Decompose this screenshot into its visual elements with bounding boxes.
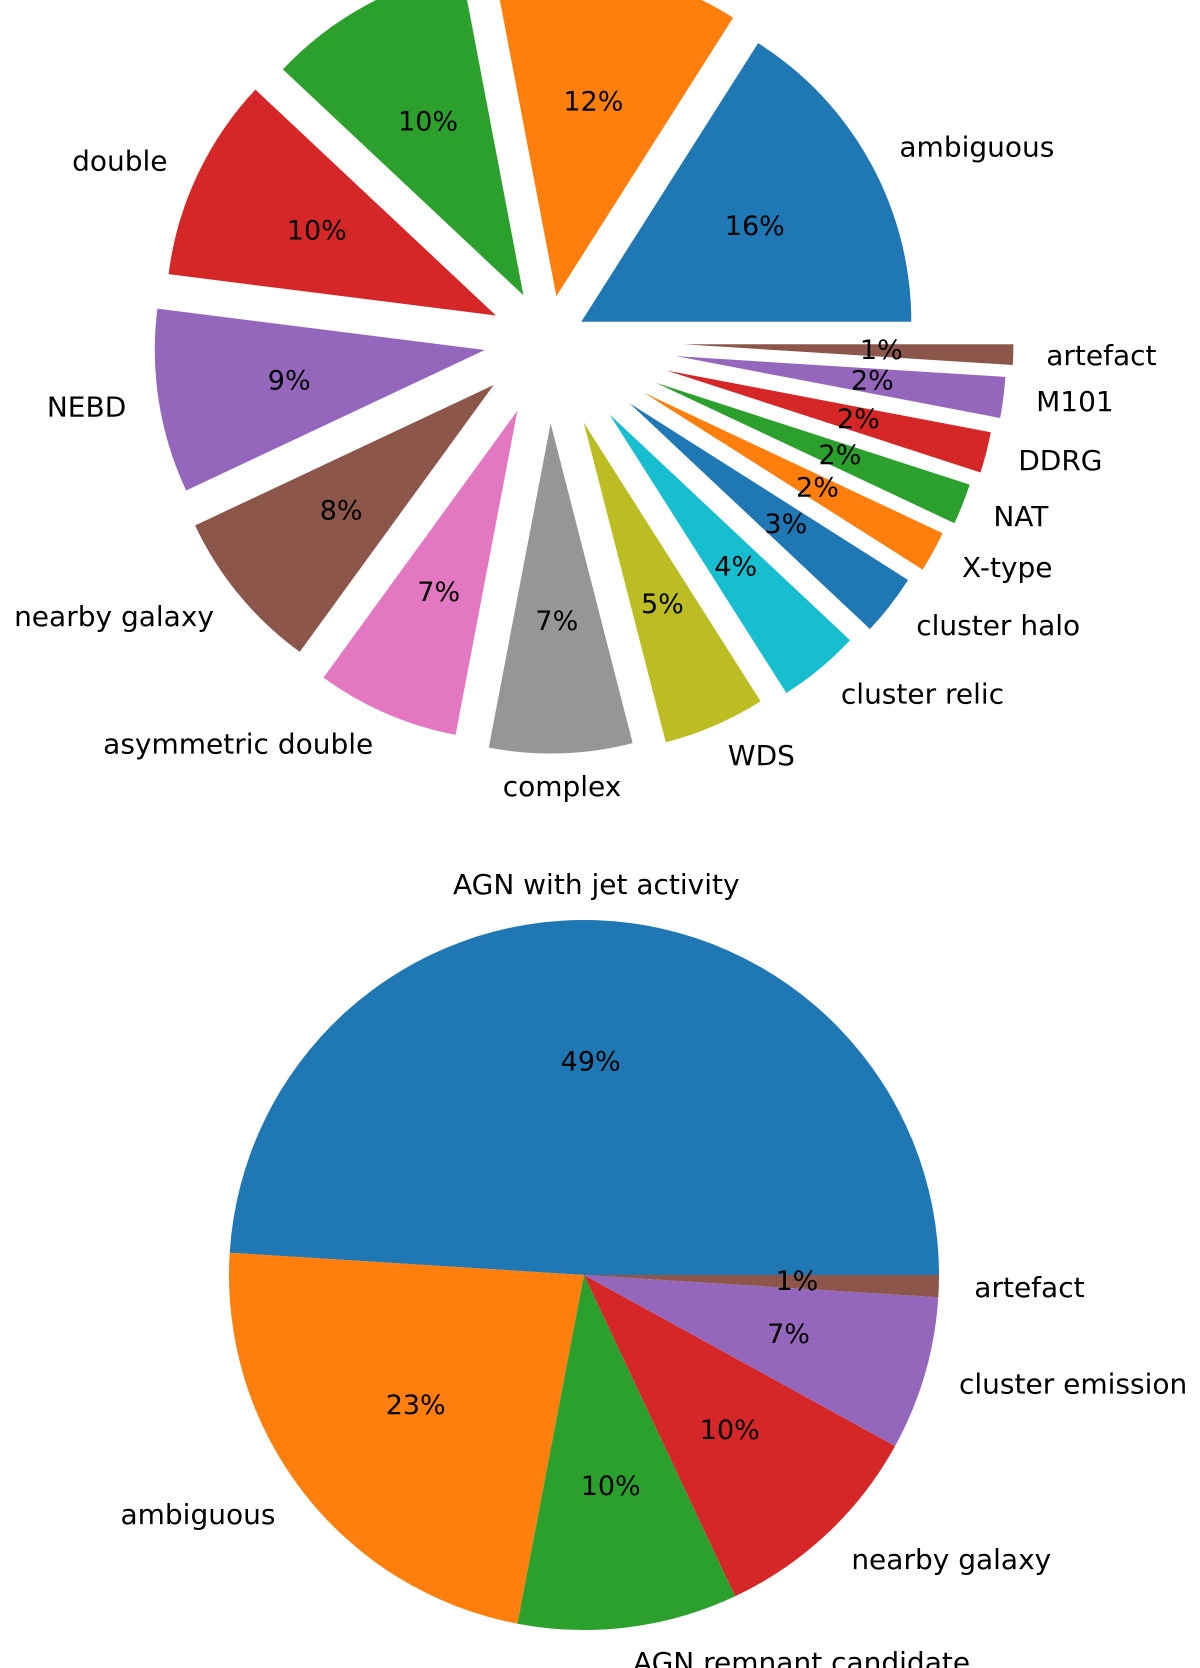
pie-slice-ambiguous <box>229 1252 585 1624</box>
pct-label-m101: 2% <box>851 365 894 396</box>
pie-slice-double <box>168 89 496 316</box>
category-label-ambiguous: ambiguous <box>120 1498 275 1531</box>
pie-slice-cluster-relic <box>609 414 851 693</box>
pct-label-asymmetric-double: 7% <box>417 577 460 608</box>
pct-label-nearby-galaxy: 8% <box>320 496 363 527</box>
pct-label-nat: 2% <box>819 440 862 471</box>
pie-slice-wds <box>583 422 761 743</box>
pie-slice-cluster-halo <box>629 403 909 630</box>
pct-label-double: 10% <box>287 216 347 247</box>
category-label-agn-with-jet-activity: AGN with jet activity <box>453 868 740 901</box>
category-label-m101: M101 <box>1036 385 1114 418</box>
category-label-artefact: artefact <box>974 1271 1084 1304</box>
pct-label-agn-with-jet-activity: 49% <box>561 1047 621 1078</box>
pie-slice-artefact <box>584 1275 939 1298</box>
pie-slice-m101 <box>675 356 1006 419</box>
pie-slice-wat <box>499 0 734 297</box>
pie-slice-x-type <box>643 392 943 570</box>
pct-label-wat: 12% <box>563 86 623 117</box>
pie-slice-nearby-galaxy <box>584 1275 896 1597</box>
pct-label-ambiguous: 23% <box>386 1390 446 1421</box>
category-label-cluster-relic: cluster relic <box>841 678 1004 711</box>
pie-slice-ambiguous <box>581 43 912 322</box>
category-label-wds: WDS <box>728 739 795 772</box>
pie-slice-agn-remnant-candidate <box>282 0 524 296</box>
category-label-cluster-halo: cluster halo <box>916 609 1080 642</box>
pie-slice-nearby-galaxy <box>195 384 494 652</box>
pct-label-cluster-emission: 7% <box>767 1319 810 1350</box>
pct-label-artefact: 1% <box>860 335 903 366</box>
pct-label-cluster-halo: 3% <box>764 509 807 540</box>
category-label-x-type: X-type <box>962 551 1052 584</box>
category-label-nearby-galaxy: nearby galaxy <box>851 1543 1051 1576</box>
pct-label-ddrg: 2% <box>837 404 880 435</box>
pct-label-cluster-relic: 4% <box>714 551 757 582</box>
pie-slice-ddrg <box>666 370 991 473</box>
category-label-agn-remnant-candidate: AGN remnant candidate <box>633 1646 970 1668</box>
pct-label-ambiguous: 16% <box>725 211 785 242</box>
pie-slice-complex <box>488 423 633 754</box>
category-label-complex: complex <box>503 770 622 803</box>
pct-label-agn-remnant-candidate: 10% <box>398 106 458 137</box>
pct-label-nearby-galaxy: 10% <box>700 1415 760 1446</box>
category-label-ddrg: DDRG <box>1018 444 1102 477</box>
pie-slice-cluster-emission <box>584 1275 939 1447</box>
pct-label-wds: 5% <box>641 589 684 620</box>
pie-slice-nat <box>655 382 970 524</box>
pie-slice-nebd <box>154 308 485 491</box>
pct-label-artefact: 1% <box>775 1266 818 1297</box>
pct-label-complex: 7% <box>535 606 578 637</box>
category-label-nebd: NEBD <box>47 390 126 423</box>
category-label-double: double <box>72 144 167 177</box>
category-label-nat: NAT <box>993 500 1049 533</box>
pct-label-x-type: 2% <box>796 473 839 504</box>
pct-label-agn-remnant-candidate: 10% <box>581 1471 641 1502</box>
category-label-asymmetric-double: asymmetric double <box>103 727 373 760</box>
pie-slice-agn-remnant-candidate <box>517 1275 736 1630</box>
pie-slice-artefact <box>683 344 1014 365</box>
pie-slice-asymmetric-double <box>323 410 518 735</box>
pct-label-nebd: 9% <box>268 365 311 396</box>
category-label-cluster-emission: cluster emission <box>959 1367 1187 1400</box>
category-label-nearby-galaxy: nearby galaxy <box>14 600 214 633</box>
pie-slice-agn-with-jet-activity <box>229 920 940 1275</box>
category-label-artefact: artefact <box>1046 339 1156 372</box>
category-label-ambiguous: ambiguous <box>899 130 1054 163</box>
pie-chart-categories: 49% AGN with jet activity 23% ambiguous 10% A… <box>120 868 1187 1668</box>
